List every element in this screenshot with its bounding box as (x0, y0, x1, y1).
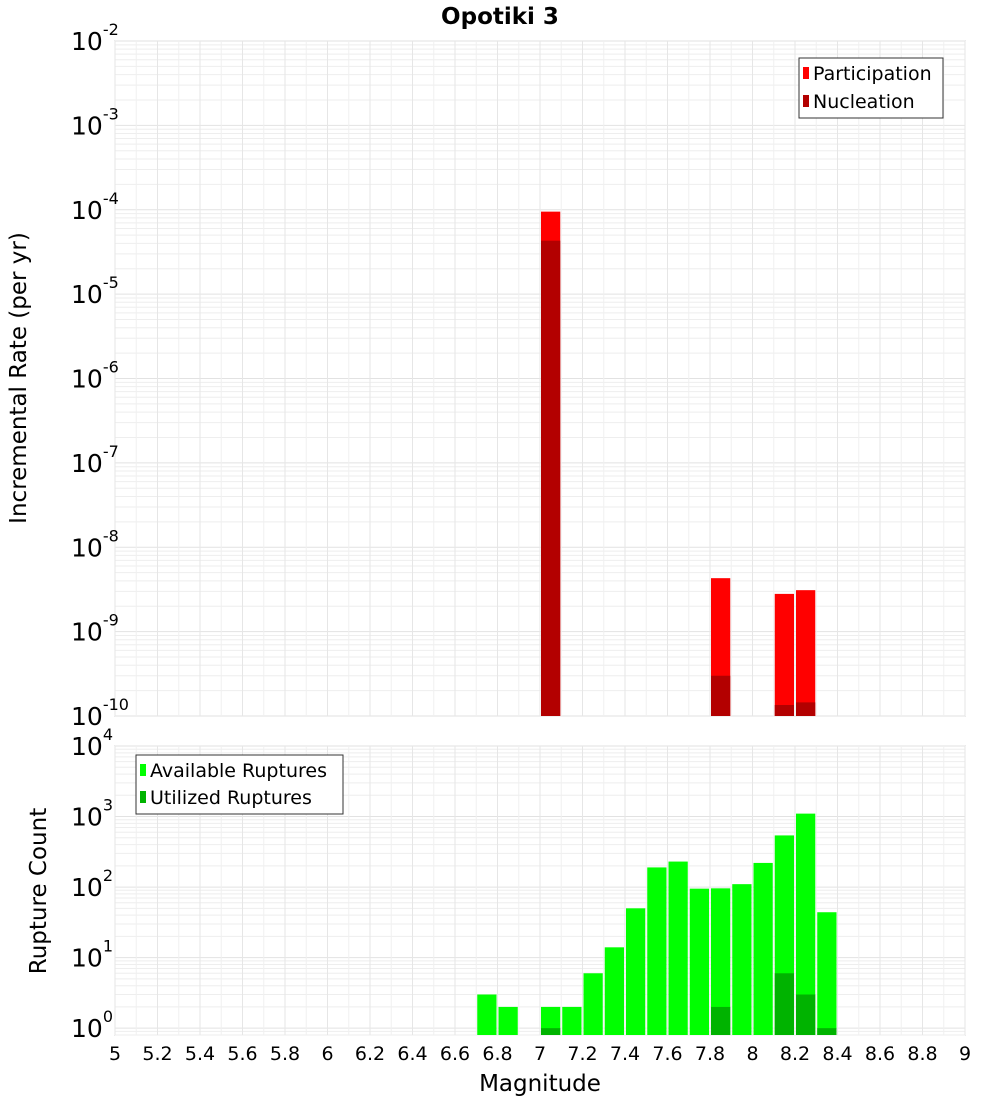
y-tick-label: 10-4 (71, 189, 119, 225)
bar-series-1 (647, 867, 667, 1035)
legend-participation-label: Participation (813, 63, 932, 85)
y-tick-label: 10-7 (71, 442, 119, 478)
x-tick-label: 5.8 (270, 1043, 300, 1065)
bar-series-2 (541, 1028, 561, 1035)
x-tick-label: 6.4 (397, 1043, 427, 1065)
legend-utilized-swatch (140, 791, 146, 803)
x-tick-label: 7.8 (695, 1043, 725, 1065)
bar-series-2 (796, 994, 816, 1035)
x-tick-label: 6 (321, 1043, 333, 1065)
legend-utilized-label: Utilized Ruptures (150, 787, 312, 809)
x-tick-label: 7 (534, 1043, 546, 1065)
top-legend: Participation Nucleation (798, 57, 944, 119)
x-tick-label: 6.6 (440, 1043, 470, 1065)
top-y-axis-label: Incremental Rate (per yr) (6, 232, 32, 524)
legend-participation-swatch (803, 67, 809, 79)
bar-series-1 (796, 813, 816, 1035)
x-tick-label: 8 (746, 1043, 758, 1065)
y-tick-label: 10-8 (71, 526, 119, 562)
bar-series-1 (796, 590, 816, 716)
bottom-legend-box (135, 754, 344, 815)
x-tick-labels: 5 5.2 5.4 5.6 5.8 6 6.2 6.4 6.6 6.8 7 7.2 7.4 7.6 7.8 8… (109, 1043, 971, 1065)
bar-series-2 (711, 1006, 731, 1035)
bar-series-1 (498, 1006, 518, 1035)
y-tick-label: 10-5 (71, 273, 119, 309)
y-tick-label: 100 (71, 1007, 113, 1043)
x-tick-label: 8.6 (865, 1043, 895, 1065)
bar-series-1 (477, 994, 497, 1035)
bar-series-2 (774, 973, 794, 1035)
bar-series-2 (796, 702, 816, 716)
y-tick-label: 104 (71, 725, 113, 761)
y-tick-label: 10-10 (71, 695, 129, 731)
x-tick-label: 8.8 (907, 1043, 937, 1065)
legend-available-swatch (140, 764, 146, 776)
bar-series-1 (562, 1006, 582, 1035)
x-tick-label: 6.8 (482, 1043, 512, 1065)
y-tick-label: 101 (71, 937, 113, 973)
x-tick-label: 8.2 (780, 1043, 810, 1065)
bar-series-1 (774, 593, 794, 716)
bar-series-1 (541, 1006, 561, 1035)
bottom-y-axis-label: Rupture Count (26, 808, 52, 974)
y-tick-label: 10-6 (71, 358, 119, 394)
bottom-plot-bars (477, 813, 837, 1035)
y-tick-label: 102 (71, 866, 113, 902)
top-plot-bars (541, 211, 816, 717)
legend-nucleation-swatch (803, 95, 809, 107)
top-legend-box (798, 57, 944, 119)
top-plot-grid (114, 40, 966, 717)
x-tick-label: 7.6 (652, 1043, 682, 1065)
bar-series-1 (689, 888, 709, 1035)
y-tick-label: 10-9 (71, 611, 119, 647)
bar-series-1 (668, 861, 688, 1035)
top-y-tick-labels: 10-2 10-3 10-4 10-5 10-6 10-7 10-8 10-9 10-10 (71, 20, 129, 731)
bar-series-1 (583, 973, 603, 1035)
bar-series-1 (711, 888, 731, 1035)
bottom-legend: Available Ruptures Utilized Ruptures (135, 754, 344, 815)
x-tick-label: 9 (959, 1043, 971, 1065)
y-tick-label: 10-2 (71, 20, 119, 56)
bar-series-1 (732, 884, 752, 1035)
bar-series-1 (817, 912, 837, 1035)
bar-series-1 (753, 862, 773, 1035)
bar-series-2 (774, 705, 794, 716)
x-tick-label: 5.4 (185, 1043, 215, 1065)
x-axis-label: Magnitude (479, 1071, 601, 1097)
bottom-y-tick-labels: 100 101 102 103 104 (71, 725, 113, 1043)
y-tick-label: 103 (71, 796, 113, 832)
legend-nucleation-label: Nucleation (813, 91, 915, 113)
chart-title: Opotiki 3 (441, 4, 559, 30)
x-tick-label: 6.2 (355, 1043, 385, 1065)
x-tick-label: 8.4 (822, 1043, 852, 1065)
legend-available-label: Available Ruptures (150, 760, 327, 782)
bar-series-2 (711, 675, 731, 716)
x-tick-label: 5.6 (227, 1043, 257, 1065)
bar-series-1 (604, 947, 624, 1035)
bar-series-2 (541, 240, 561, 717)
bar-series-1 (626, 908, 646, 1035)
x-tick-label: 5.2 (142, 1043, 172, 1065)
x-tick-label: 5 (109, 1043, 121, 1065)
x-tick-label: 7.4 (610, 1043, 640, 1065)
bar-series-2 (817, 1028, 837, 1035)
y-tick-label: 10-3 (71, 104, 119, 140)
x-tick-label: 7.2 (567, 1043, 597, 1065)
